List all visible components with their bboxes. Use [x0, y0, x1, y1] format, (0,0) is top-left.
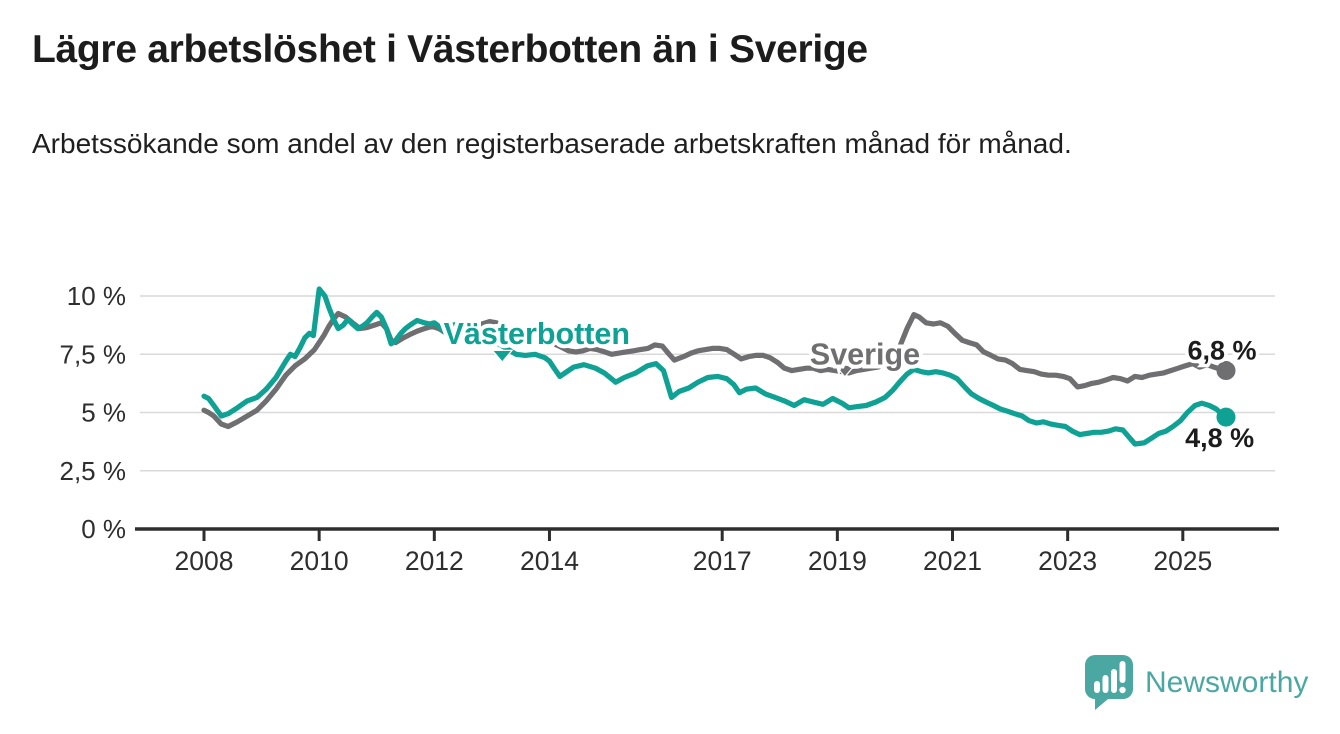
newsworthy-logo-icon	[1085, 655, 1133, 710]
series-end-dot-västerbotten	[1216, 407, 1236, 427]
logo-exclamation-dot	[1119, 686, 1126, 694]
x-axis-tick-label: 2012	[405, 546, 464, 576]
x-axis-tick-label: 2021	[923, 546, 982, 576]
x-axis-tick-label: 2014	[520, 546, 579, 576]
logo-bar-short	[1094, 681, 1100, 693]
chart-subtitle: Arbetssökande som andel av den registerb…	[32, 128, 1072, 159]
x-axis-tick-label: 2019	[808, 546, 867, 576]
logo-bar-medium	[1102, 675, 1109, 693]
logo-exclamation-bar	[1119, 661, 1126, 683]
x-axis-tick-label: 2017	[693, 546, 752, 576]
series-label-caret	[491, 349, 514, 363]
series-line-västerbotten	[201, 286, 1229, 447]
y-axis-tick-label: 5 %	[81, 398, 126, 428]
series-label-caret	[833, 364, 857, 378]
y-axis-tick-label: 0 %	[81, 514, 126, 544]
logo-bar-tall	[1111, 669, 1117, 693]
end-value-label: 4,8 %	[1185, 423, 1254, 453]
x-axis-tick-label: 2010	[290, 546, 349, 576]
end-value-label: 6,8 %	[1187, 336, 1256, 366]
page-title: Lägre arbetslöshet i Västerbotten än i S…	[32, 28, 868, 71]
series-label: Västerbotten	[444, 317, 630, 351]
x-axis-tick-label: 2008	[175, 546, 234, 576]
x-axis-tick-label: 2023	[1038, 546, 1097, 576]
series-label: Sverige	[810, 338, 920, 372]
brand-name: Newsworthy	[1145, 666, 1309, 699]
y-axis-tick-label: 7,5 %	[60, 339, 127, 369]
series-end-dot-sverige	[1216, 361, 1236, 381]
brand-footer: Newsworthy	[1084, 654, 1308, 712]
y-axis-tick-label: 2,5 %	[60, 456, 127, 486]
x-axis-tick-label: 2025	[1153, 546, 1212, 576]
y-axis-tick-label: 10 %	[67, 281, 126, 311]
